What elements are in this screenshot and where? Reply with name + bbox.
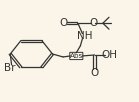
Text: NH: NH: [77, 31, 92, 41]
Text: O: O: [90, 68, 99, 78]
Text: OH: OH: [102, 50, 118, 60]
Text: O: O: [89, 18, 97, 28]
Text: O: O: [59, 18, 68, 28]
Text: Abs: Abs: [70, 53, 83, 59]
Text: Br: Br: [4, 63, 16, 73]
FancyBboxPatch shape: [70, 52, 83, 60]
